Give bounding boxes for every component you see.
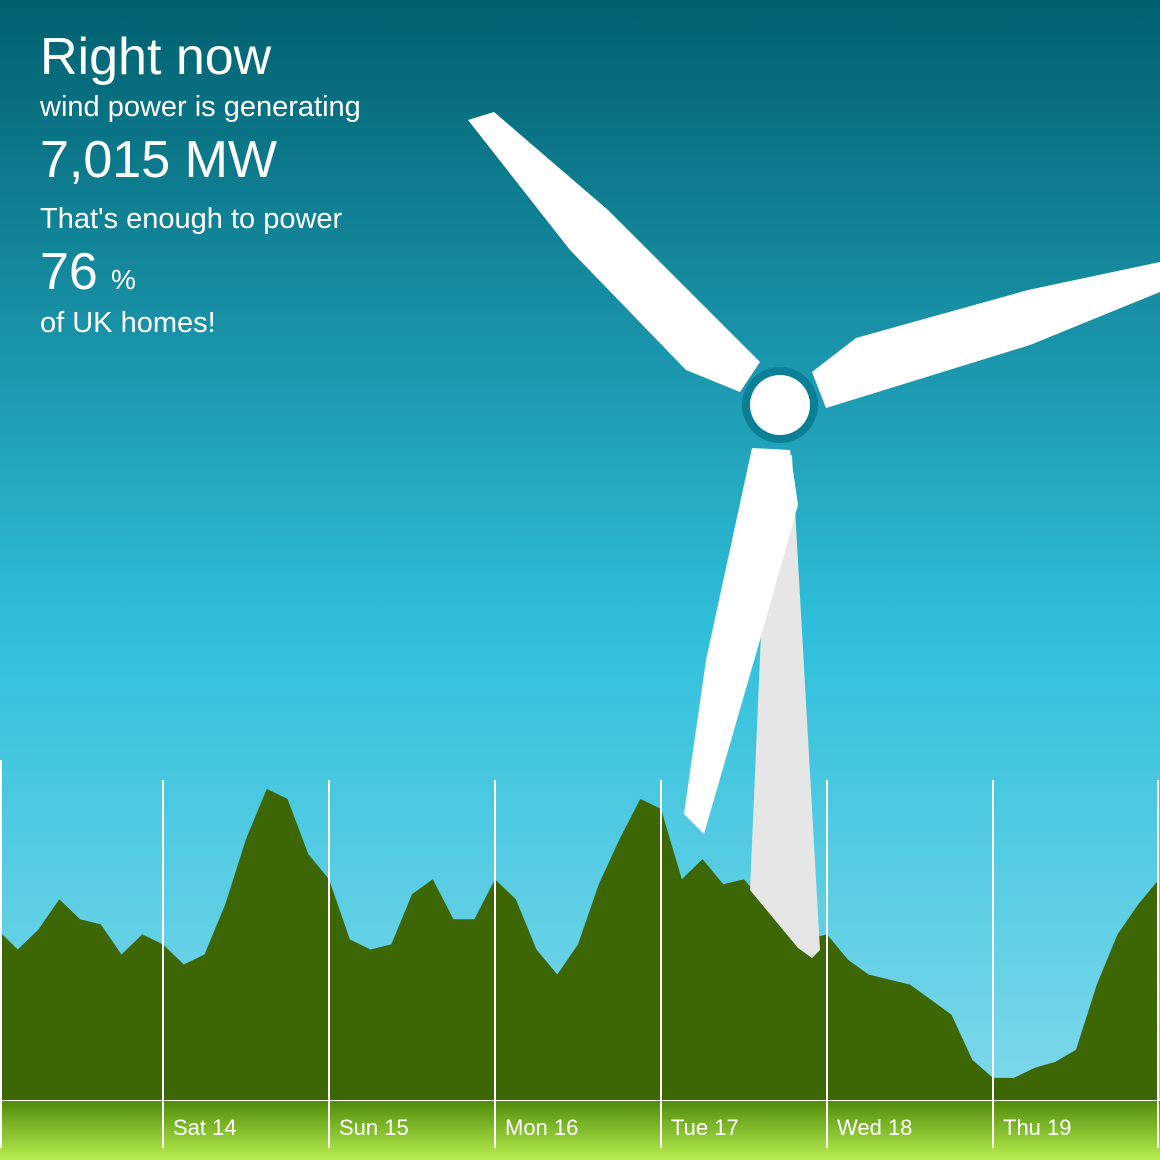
chart: Sat 14 Sun 15 Mon 16 Tue 17 Wed 18 Thu 19 [0,760,1159,1148]
percent-unit: % [111,264,136,295]
blade [812,262,1160,408]
caption: wind power is generating [39,91,361,123]
x-tick-label: Tue 17 [671,1115,739,1140]
headline: Right now [40,28,272,86]
x-tick-label: Mon 16 [505,1115,578,1140]
percent-value: 76 [40,243,98,301]
x-tick-label: Sun 15 [339,1115,409,1140]
x-tick-label: Sat 14 [173,1115,237,1140]
x-tick-label: Wed 18 [837,1115,912,1140]
caption: That's enough to power [40,203,343,235]
ground-strip [0,1100,1160,1160]
caption: of UK homes! [40,307,216,339]
blade [684,448,798,834]
x-tick-label: Thu 19 [1003,1115,1072,1140]
turbine [468,112,1160,958]
hub [750,375,810,435]
blade [468,112,760,392]
wind-area [0,788,1159,1100]
power-value: 7,015 MW [40,131,277,189]
